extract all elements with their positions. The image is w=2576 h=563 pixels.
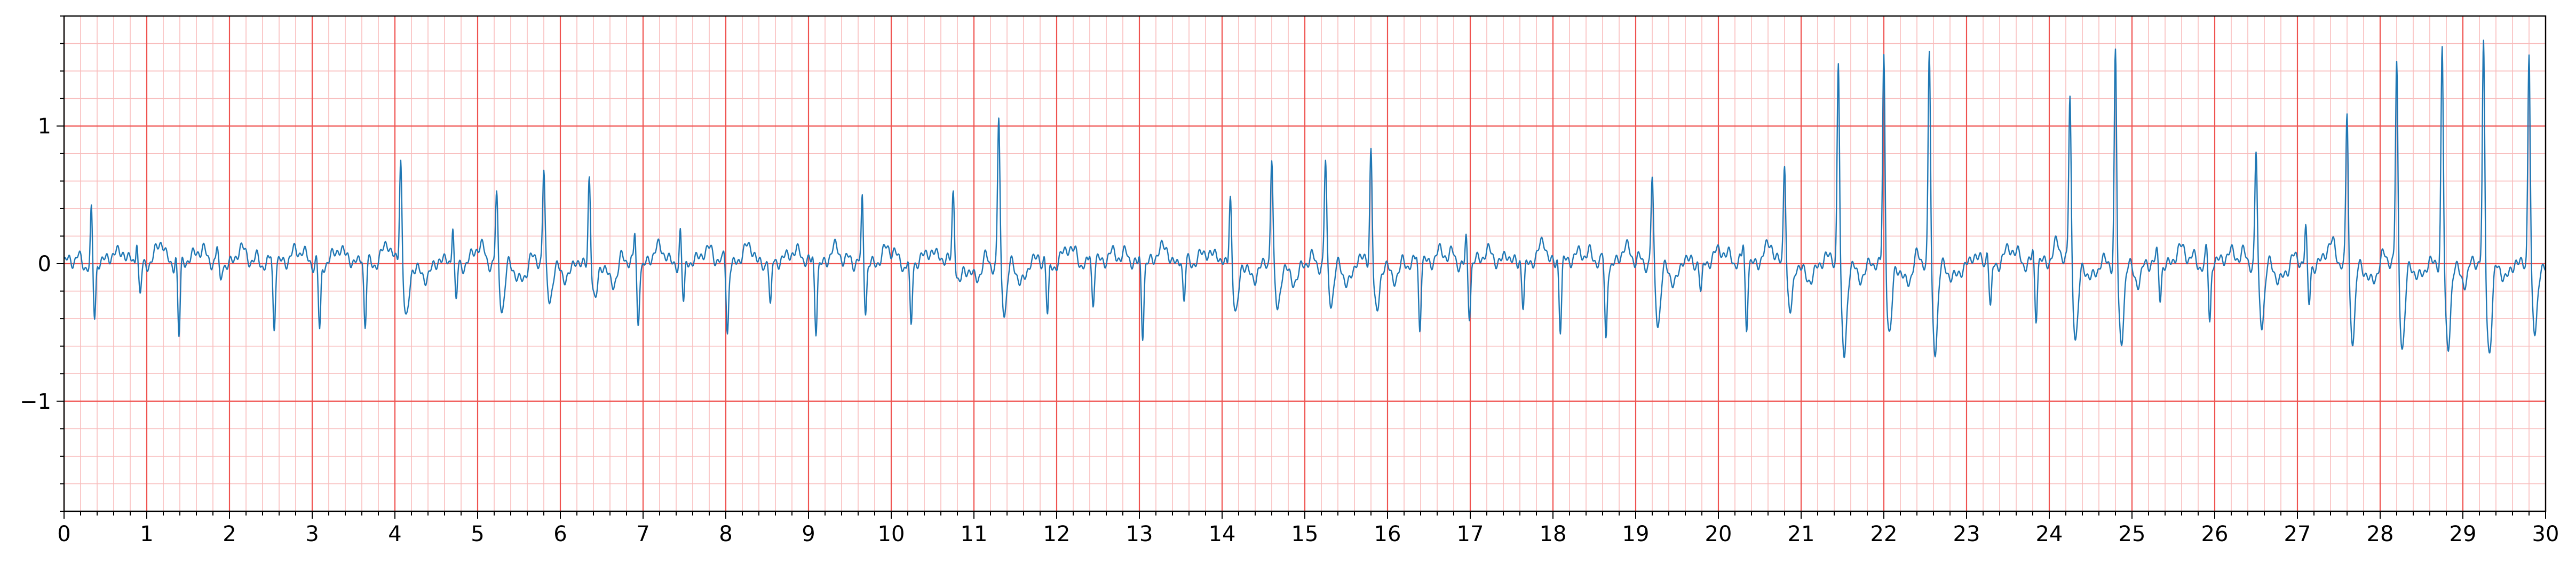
y-tick-label: −1 <box>20 390 51 414</box>
x-tick-label: 25 <box>2119 522 2146 546</box>
x-tick-label: 6 <box>553 522 567 546</box>
x-tick-label: 28 <box>2367 522 2394 546</box>
ecg-trace-line <box>63 39 2546 359</box>
x-tick-label: 3 <box>305 522 319 546</box>
y-tick-label: 0 <box>38 252 51 276</box>
y-tick-label: 1 <box>38 114 51 139</box>
x-tick-label: 10 <box>878 522 905 546</box>
x-tick-label: 17 <box>1457 522 1484 546</box>
x-tick-label: 11 <box>961 522 988 546</box>
x-tick-label: 12 <box>1043 522 1071 546</box>
major-grid <box>63 16 2547 511</box>
x-tick-label: 20 <box>1705 522 1732 546</box>
x-tick-label: 26 <box>2201 522 2229 546</box>
x-tick-label: 19 <box>1622 522 1650 546</box>
x-tick-label: 30 <box>2532 522 2559 546</box>
y-axis-tick-labels: −1 0 1 <box>20 114 51 414</box>
x-tick-label: 23 <box>1953 522 1980 546</box>
x-tick-label: 8 <box>719 522 732 546</box>
x-tick-label: 16 <box>1374 522 1401 546</box>
x-tick-label: 27 <box>2284 522 2311 546</box>
x-tick-label: 24 <box>2036 522 2063 546</box>
x-tick-label: 1 <box>140 522 153 546</box>
x-tick-label: 2 <box>223 522 236 546</box>
x-tick-label: 15 <box>1291 522 1319 546</box>
x-tick-label: 7 <box>636 522 649 546</box>
x-tick-label: 13 <box>1126 522 1153 546</box>
x-tick-label: 29 <box>2450 522 2477 546</box>
x-tick-label: 0 <box>57 522 70 546</box>
x-tick-label: 14 <box>1209 522 1236 546</box>
x-tick-label: 22 <box>1870 522 1898 546</box>
x-tick-label: 18 <box>1540 522 1567 546</box>
x-tick-label: 5 <box>471 522 484 546</box>
x-tick-label: 21 <box>1788 522 1815 546</box>
x-axis-tick-labels: 0 1 2 3 4 5 6 7 8 9 10 11 12 13 14 15 16 17 18 19 20 21 22 23 24… <box>57 522 2559 546</box>
x-tick-label: 9 <box>802 522 815 546</box>
x-tick-label: 4 <box>388 522 401 546</box>
axis-ticks <box>57 15 2546 519</box>
